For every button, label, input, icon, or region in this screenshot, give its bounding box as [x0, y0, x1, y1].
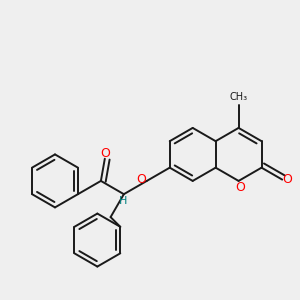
Text: CH₃: CH₃: [230, 92, 248, 102]
Text: H: H: [119, 196, 128, 206]
Text: O: O: [235, 181, 245, 194]
Text: O: O: [136, 173, 146, 186]
Text: O: O: [100, 147, 110, 160]
Text: O: O: [283, 173, 292, 186]
